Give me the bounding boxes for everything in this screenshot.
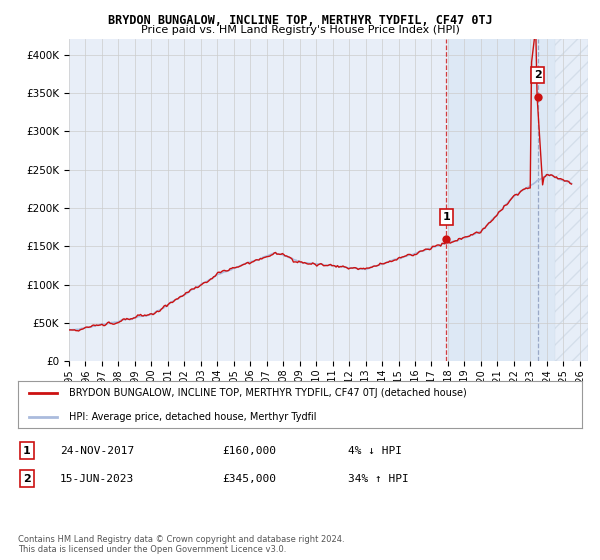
Bar (448, 39, 588, 361)
Text: 2: 2 (534, 70, 542, 80)
Text: HPI: Average price, detached house, Merthyr Tydfil: HPI: Average price, detached house, Mert… (69, 412, 316, 422)
Text: 4% ↓ HPI: 4% ↓ HPI (348, 446, 402, 456)
Text: £160,000: £160,000 (222, 446, 276, 456)
Text: 34% ↑ HPI: 34% ↑ HPI (348, 474, 409, 484)
Bar (555, 39, 588, 361)
Text: 24-NOV-2017: 24-NOV-2017 (60, 446, 134, 456)
Text: 1: 1 (442, 212, 450, 222)
Text: BRYDON BUNGALOW, INCLINE TOP, MERTHYR TYDFIL, CF47 0TJ (detached house): BRYDON BUNGALOW, INCLINE TOP, MERTHYR TY… (69, 388, 467, 398)
Text: 15-JUN-2023: 15-JUN-2023 (60, 474, 134, 484)
Text: Price paid vs. HM Land Registry's House Price Index (HPI): Price paid vs. HM Land Registry's House … (140, 25, 460, 35)
Text: 2: 2 (23, 474, 31, 484)
Text: BRYDON BUNGALOW, INCLINE TOP, MERTHYR TYDFIL, CF47 0TJ: BRYDON BUNGALOW, INCLINE TOP, MERTHYR TY… (107, 14, 493, 27)
Text: Contains HM Land Registry data © Crown copyright and database right 2024.
This d: Contains HM Land Registry data © Crown c… (18, 535, 344, 554)
Text: 1: 1 (23, 446, 31, 456)
Text: £345,000: £345,000 (222, 474, 276, 484)
